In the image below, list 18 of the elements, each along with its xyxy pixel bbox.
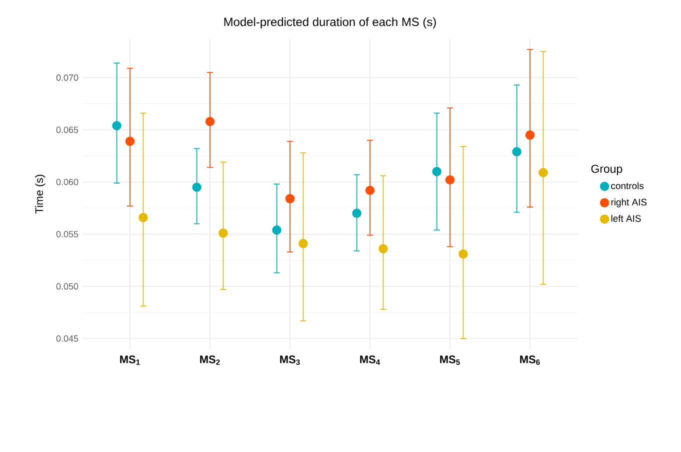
category-label: MS$_{4}$ xyxy=(360,356,380,365)
y-tick-label: 0.060 xyxy=(56,178,78,186)
y-tick-label: 0.045 xyxy=(56,335,78,342)
legend-title: Group xyxy=(591,164,622,176)
legend-label: right AIS xyxy=(611,198,647,208)
legend-label: controls xyxy=(611,182,644,190)
category-label: MS$_{1}$ xyxy=(120,356,140,365)
category-label: MS$_{6}$ xyxy=(520,356,540,365)
y-axis-title: Time (s) xyxy=(34,174,46,214)
category-label: MS$_{3}$ xyxy=(280,356,300,365)
legend-label: left AIS xyxy=(611,214,641,222)
y-tick-label: 0.070 xyxy=(56,74,78,81)
y-tick-label: 0.065 xyxy=(56,126,78,133)
category-label: MS$_{5}$ xyxy=(440,356,460,365)
y-tick-label: 0.055 xyxy=(56,230,78,238)
chart-title: Model-predicted duration of each MS (s) xyxy=(224,17,436,28)
category-label: MS$_{2}$ xyxy=(200,356,220,365)
y-tick-label: 0.050 xyxy=(56,283,78,290)
